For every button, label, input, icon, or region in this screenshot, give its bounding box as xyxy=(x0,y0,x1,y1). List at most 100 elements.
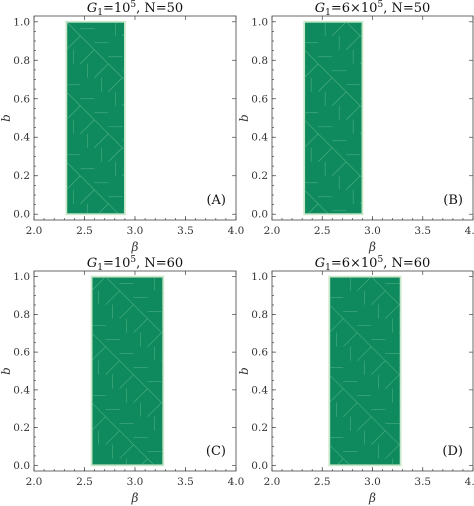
mesh-diagonal xyxy=(119,374,134,389)
mesh-diagonal xyxy=(105,346,120,361)
y-tick-label: 1.0 xyxy=(13,271,30,283)
mesh-diagonal xyxy=(345,105,361,120)
mesh-diagonal xyxy=(147,388,162,403)
mesh-diagonal xyxy=(371,290,386,305)
mesh-diagonal xyxy=(343,388,358,403)
mesh-diagonal xyxy=(105,430,120,445)
mesh-diagonal xyxy=(94,189,109,204)
title-g-value: =6×10 xyxy=(331,1,378,16)
y-tick-label: 0.8 xyxy=(251,55,268,67)
title-g-exponent: 5 xyxy=(377,255,383,265)
title-rest: , N=50 xyxy=(383,1,430,16)
panel-tag: (D) xyxy=(442,444,463,459)
mesh-diagonal xyxy=(317,77,333,92)
mesh-diagonal xyxy=(147,332,162,347)
mesh-diagonal xyxy=(94,63,109,78)
mesh-diagonal xyxy=(108,77,123,92)
x-tick-label: 3.5 xyxy=(414,476,431,488)
y-tick-label: 0.4 xyxy=(13,384,30,396)
mesh-diagonal xyxy=(66,35,81,50)
region-texture xyxy=(304,21,363,215)
mesh-diagonal xyxy=(94,119,109,134)
mesh-diagonal xyxy=(119,430,134,445)
title-g-subscript: 1 xyxy=(325,8,331,18)
mesh-diagonal xyxy=(371,430,386,445)
mesh-diagonal xyxy=(105,416,120,431)
mesh-diagonal xyxy=(108,147,123,162)
x-tick-label: 2.0 xyxy=(26,225,43,237)
x-tick-label: 2.5 xyxy=(76,476,93,488)
mesh-diagonal xyxy=(80,35,95,50)
title-g-exponent: 5 xyxy=(377,0,383,10)
title-g-exponent: 5 xyxy=(130,0,136,10)
mesh-diagonal xyxy=(345,21,361,36)
y-tick-label: 0.4 xyxy=(251,132,268,144)
mesh-diagonal xyxy=(108,133,123,148)
chart-panel: 2.0 2.5 3.0 3.5 4.0 0.0 0.2 0.4 0.6 0.8 1.0 β b G1=6×… xyxy=(237,0,474,254)
mesh-diagonal xyxy=(317,133,333,148)
panel-tag: (A) xyxy=(206,193,226,208)
mesh-diagonal xyxy=(80,105,95,120)
y-tick-label: 0.0 xyxy=(13,209,30,221)
mesh-diagonal xyxy=(329,388,344,403)
stable-region xyxy=(65,20,126,216)
y-tick-label: 0.8 xyxy=(251,309,268,321)
mesh-diagonal xyxy=(133,444,148,459)
chart-panel: 2.0 2.5 3.0 3.5 4.0 0.0 0.2 0.4 0.6 0.8 1.0 β b G1=6×… xyxy=(237,255,474,505)
mesh-diagonal xyxy=(94,133,109,148)
x-tick-label: 3.5 xyxy=(177,476,194,488)
mesh-diagonal xyxy=(343,332,358,347)
x-tick-label: 2.0 xyxy=(264,476,281,488)
y-tick-label: 0.6 xyxy=(251,93,268,105)
title-g-exponent: 5 xyxy=(130,255,136,265)
mesh-diagonal xyxy=(147,402,162,417)
mesh-diagonal xyxy=(371,360,386,375)
mesh-diagonal xyxy=(122,102,125,106)
x-tick-label: 2.5 xyxy=(314,225,331,237)
x-tick-label: 3.0 xyxy=(364,225,381,237)
mesh-diagonal xyxy=(304,49,319,64)
title-g-symbol: G xyxy=(87,1,97,16)
x-axis-label: β xyxy=(131,240,139,254)
panel-tag: (C) xyxy=(206,444,226,459)
x-tick-label: 3.0 xyxy=(364,476,381,488)
title-g-symbol: G xyxy=(315,256,325,271)
mesh-diagonal xyxy=(119,444,134,459)
mesh-diagonal xyxy=(317,147,333,162)
mesh-diagonal xyxy=(66,175,81,190)
x-tick-label: 4.0 xyxy=(228,225,245,237)
mesh-diagonal xyxy=(80,119,95,134)
mesh-diagonal xyxy=(304,189,319,204)
y-tick-label: 0.4 xyxy=(251,384,268,396)
mesh-diagonal xyxy=(331,161,347,176)
mesh-diagonal xyxy=(133,374,148,389)
mesh-diagonal xyxy=(357,332,372,347)
mesh-diagonal xyxy=(66,161,81,176)
x-tick-label: 2.0 xyxy=(264,225,281,237)
mesh-diagonal xyxy=(357,276,372,291)
mesh-diagonal xyxy=(105,276,120,291)
mesh-diagonal xyxy=(133,304,148,319)
y-axis-label: b xyxy=(0,114,13,122)
mesh-diagonal xyxy=(385,430,400,445)
title-rest: , N=60 xyxy=(136,256,183,271)
stable-region xyxy=(90,275,165,467)
mesh-diagonal xyxy=(343,458,351,466)
region-texture xyxy=(91,276,164,466)
stable-region xyxy=(328,275,402,467)
panel-title: G1=105, N=60 xyxy=(87,255,183,273)
y-tick-label: 0.8 xyxy=(13,309,30,321)
x-tick-label: 3.5 xyxy=(177,225,194,237)
title-g-symbol: G xyxy=(315,1,325,16)
mesh-diagonal xyxy=(122,32,125,36)
mesh-diagonal xyxy=(80,189,95,204)
panel-title: G1=105, N=50 xyxy=(87,0,183,18)
x-tick-label: 4.0 xyxy=(465,225,474,237)
y-tick-label: 0.2 xyxy=(251,170,268,182)
x-tick-label: 3.0 xyxy=(127,476,144,488)
mesh-diagonal xyxy=(304,119,319,134)
y-axis-label: b xyxy=(0,367,13,375)
y-tick-label: 0.0 xyxy=(13,460,30,472)
x-tick-label: 2.5 xyxy=(76,225,93,237)
mesh-diagonal xyxy=(91,332,106,347)
